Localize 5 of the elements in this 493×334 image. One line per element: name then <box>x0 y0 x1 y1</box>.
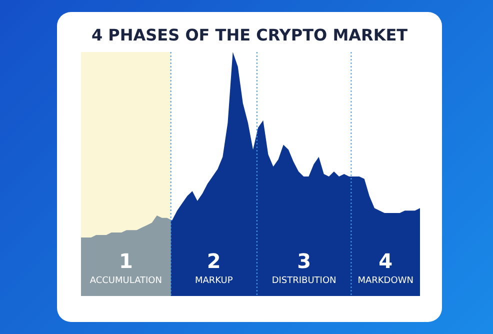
chart-title: 4 PHASES OF THE CRYPTO MARKET <box>91 26 408 44</box>
annotation: 2 MARKUP <box>194 249 234 286</box>
annotation: 4 MARKDOWN <box>358 249 414 286</box>
annotation: 1 ACCUMULATION <box>90 249 162 286</box>
annotation: 3 DISTRIBUTION <box>272 249 336 286</box>
